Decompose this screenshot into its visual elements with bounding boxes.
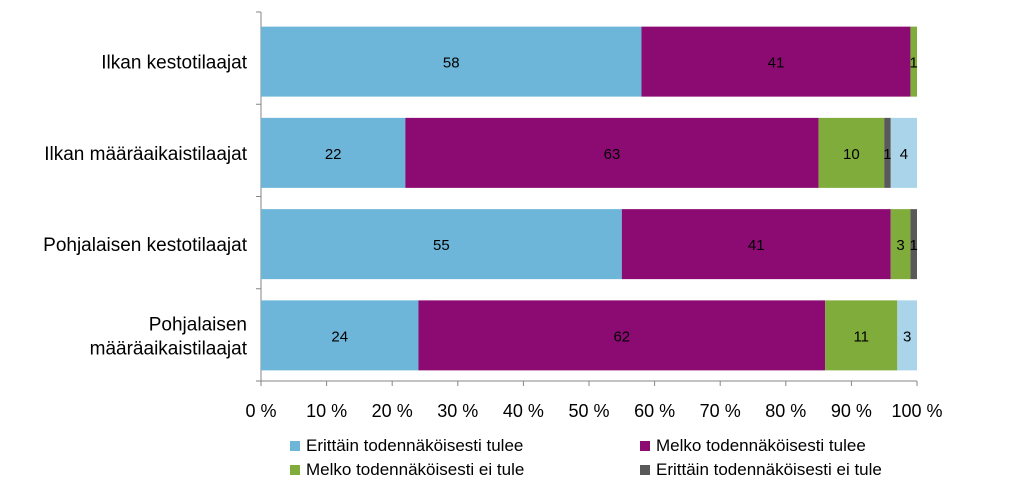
bar-segment (818, 117, 885, 188)
bar-segment (261, 300, 419, 371)
category-label: määräaikaistilaajat (90, 338, 248, 359)
x-tick-label: 0 % (245, 401, 276, 421)
bar-segment (621, 209, 891, 280)
x-tick-label: 50 % (568, 401, 609, 421)
legend-item-fairly-unlikely: Melko todennäköisesti ei tule (290, 460, 524, 480)
bar-segment (405, 117, 819, 188)
category-label: Pohjalaisen kestotilaajat (43, 235, 248, 256)
legend: Erittäin todennäköisesti tulee Melko tod… (290, 436, 990, 484)
legend-swatch (640, 465, 650, 475)
stacked-bar-chart: 0 % 10 % 20 % 30 % 40 % 50 % 60 % 70 % 80 % 90 % 1… (43, 11, 943, 421)
bar-segment (418, 300, 826, 371)
data-label: 58 (443, 55, 460, 72)
data-label: 41 (748, 237, 765, 254)
data-label: 3 (896, 237, 904, 254)
legend-label: Melko todennäköisesti ei tule (306, 460, 525, 479)
bar-segment (890, 209, 911, 280)
data-label: 22 (325, 146, 342, 163)
legend-swatch (640, 441, 650, 451)
legend-label: Erittäin todennäköisesti tulee (306, 436, 524, 455)
x-tick-label: 80 % (765, 401, 806, 421)
bar-segment (910, 209, 917, 280)
bar-segment (261, 26, 642, 97)
bar-segment (261, 117, 406, 188)
data-label: 11 (853, 328, 869, 345)
data-label: 41 (768, 55, 785, 72)
data-label: 1 (883, 146, 891, 163)
legend-item-fairly-likely: Melko todennäköisesti tulee (640, 436, 866, 456)
data-label: 4 (900, 146, 908, 163)
data-label: 3 (903, 328, 911, 345)
category-label: Pohjalaisen (149, 314, 247, 335)
legend-item-very-likely: Erittäin todennäköisesti tulee (290, 436, 523, 456)
x-tick-label: 30 % (437, 401, 478, 421)
bar-segment (825, 300, 898, 371)
data-label: 63 (604, 146, 621, 163)
x-tick-label: 40 % (503, 401, 544, 421)
data-label: 1 (910, 237, 918, 254)
data-label: 1 (910, 55, 918, 72)
x-tick-label: 10 % (306, 401, 347, 421)
category-label: Ilkan määräaikaistilaajat (44, 144, 247, 165)
data-label: 24 (331, 328, 348, 345)
category-label: Ilkan kestotilaajat (101, 53, 247, 74)
bar-segment (910, 26, 917, 97)
data-label: 55 (433, 237, 450, 254)
x-tick-label: 20 % (372, 401, 413, 421)
bar-segment (884, 117, 891, 188)
data-label: 62 (613, 328, 630, 345)
bar-segment (890, 117, 917, 188)
x-tick-label: 70 % (700, 401, 741, 421)
legend-swatch (290, 441, 300, 451)
x-tick-label: 100 % (891, 401, 942, 421)
legend-swatch (290, 465, 300, 475)
legend-label: Melko todennäköisesti tulee (656, 436, 866, 455)
x-tick-label: 60 % (634, 401, 675, 421)
bar-segment (261, 209, 622, 280)
x-tick-label: 90 % (831, 401, 872, 421)
data-label: 10 (843, 146, 860, 163)
bar-segment (897, 300, 917, 371)
legend-label: Erittäin todennäköisesti ei tule (656, 460, 882, 479)
bar-segment (641, 26, 911, 97)
legend-item-very-unlikely: Erittäin todennäköisesti ei tule (640, 460, 882, 480)
